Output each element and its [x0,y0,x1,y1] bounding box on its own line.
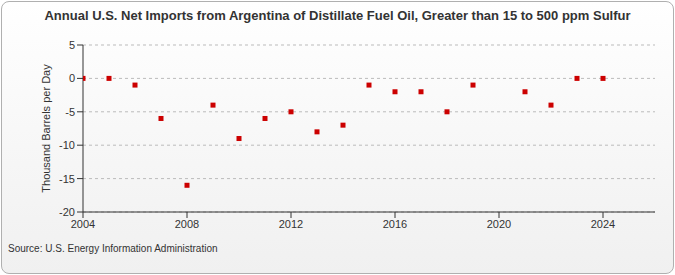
svg-text:-5: -5 [65,106,75,118]
svg-text:-15: -15 [59,173,75,185]
svg-text:-10: -10 [59,139,75,151]
svg-text:2008: 2008 [175,218,199,230]
svg-text:2024: 2024 [591,218,615,230]
svg-text:Thousand Barrels per Day: Thousand Barrels per Day [40,64,52,193]
svg-text:2016: 2016 [383,218,407,230]
html-text:Annual U.S. Net Imports from A: Annual U.S. Net Imports from Argentina o… [44,8,631,23]
svg-text:2012: 2012 [279,218,303,230]
svg-text:2004: 2004 [71,218,95,230]
svg-text:-20: -20 [59,206,75,218]
svg-text:2020: 2020 [487,218,511,230]
html-text:Source: U.S. Energy Informatio: Source: U.S. Energy Information Administ… [8,243,218,254]
svg-text:0: 0 [69,72,75,84]
svg-text:5: 5 [69,39,75,51]
